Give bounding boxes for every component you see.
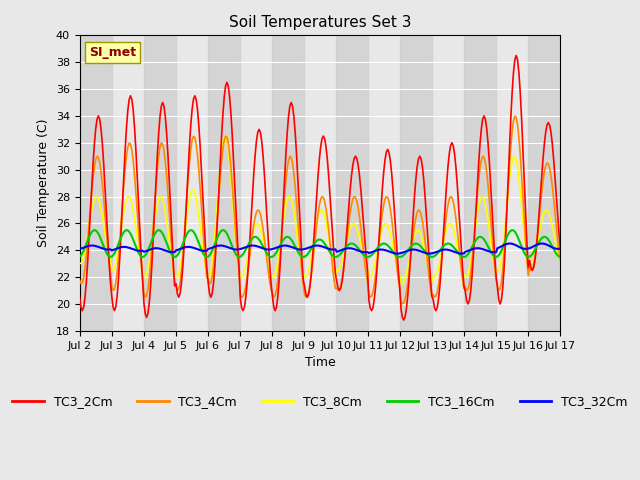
Bar xyxy=(144,36,176,331)
Line: TC3_4Cm: TC3_4Cm xyxy=(79,116,561,304)
TC3_32Cm xyxy=(532,242,540,248)
TC3_8Cm xyxy=(219,139,227,145)
Title: Soil Temperatures Set 3: Soil Temperatures Set 3 xyxy=(228,15,412,30)
TC3_16Cm xyxy=(76,254,83,260)
TC3_16Cm xyxy=(90,227,98,233)
TC3_4Cm xyxy=(134,228,142,233)
TC3_4Cm xyxy=(235,268,243,274)
TC3_2Cm xyxy=(286,103,294,109)
TC3_32Cm xyxy=(243,244,251,250)
TC3_4Cm xyxy=(511,113,518,119)
TC3_16Cm xyxy=(136,252,144,258)
TC3_16Cm xyxy=(364,254,371,260)
TC3_8Cm xyxy=(76,261,83,266)
TC3_8Cm xyxy=(134,244,142,250)
TC3_2Cm xyxy=(219,111,227,117)
TC3_32Cm xyxy=(219,243,227,249)
TC3_2Cm xyxy=(532,246,540,252)
TC3_4Cm xyxy=(219,146,227,152)
TC3_8Cm xyxy=(221,133,229,139)
TC3_32Cm xyxy=(286,243,294,249)
TC3_2Cm xyxy=(243,281,251,287)
TC3_32Cm xyxy=(506,240,513,246)
TC3_8Cm xyxy=(244,251,252,257)
TC3_4Cm xyxy=(399,301,406,307)
TC3_2Cm xyxy=(134,200,142,206)
TC3_2Cm xyxy=(400,317,408,323)
TC3_32Cm xyxy=(557,246,564,252)
Bar xyxy=(464,36,496,331)
Line: TC3_8Cm: TC3_8Cm xyxy=(79,136,561,284)
TC3_16Cm xyxy=(287,237,295,242)
TC3_32Cm xyxy=(393,251,401,256)
Bar xyxy=(400,36,432,331)
Bar xyxy=(79,36,111,331)
Text: SI_met: SI_met xyxy=(89,46,136,59)
TC3_32Cm xyxy=(76,246,83,252)
TC3_16Cm xyxy=(244,242,252,248)
TC3_32Cm xyxy=(134,248,142,254)
TC3_2Cm xyxy=(513,53,520,59)
Legend: TC3_2Cm, TC3_4Cm, TC3_8Cm, TC3_16Cm, TC3_32Cm: TC3_2Cm, TC3_4Cm, TC3_8Cm, TC3_16Cm, TC3… xyxy=(8,390,632,413)
TC3_8Cm xyxy=(532,245,540,251)
TC3_16Cm xyxy=(557,254,564,260)
Line: TC3_16Cm: TC3_16Cm xyxy=(79,230,561,257)
Bar xyxy=(272,36,304,331)
TC3_16Cm xyxy=(220,228,228,233)
TC3_8Cm xyxy=(237,274,244,280)
Line: TC3_2Cm: TC3_2Cm xyxy=(79,56,561,320)
X-axis label: Time: Time xyxy=(305,356,335,369)
TC3_2Cm xyxy=(557,246,564,252)
TC3_4Cm xyxy=(557,258,564,264)
TC3_2Cm xyxy=(76,295,83,300)
Bar xyxy=(208,36,240,331)
Bar xyxy=(529,36,561,331)
TC3_2Cm xyxy=(235,263,243,269)
TC3_4Cm xyxy=(76,277,83,283)
TC3_16Cm xyxy=(532,244,540,250)
TC3_16Cm xyxy=(237,254,244,260)
TC3_4Cm xyxy=(243,275,251,281)
TC3_8Cm xyxy=(557,259,564,264)
TC3_8Cm xyxy=(399,281,406,287)
TC3_8Cm xyxy=(287,196,295,202)
TC3_32Cm xyxy=(235,246,243,252)
Bar xyxy=(336,36,368,331)
TC3_4Cm xyxy=(286,154,294,159)
TC3_4Cm xyxy=(532,244,540,250)
Y-axis label: Soil Temperature (C): Soil Temperature (C) xyxy=(37,119,50,247)
Line: TC3_32Cm: TC3_32Cm xyxy=(79,243,561,253)
